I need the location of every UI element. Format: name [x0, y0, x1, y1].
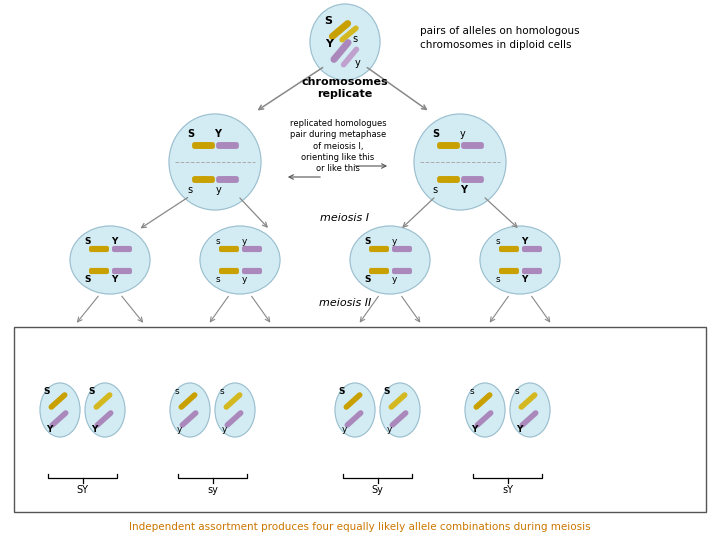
Text: meiosis I: meiosis I	[320, 213, 369, 223]
Ellipse shape	[200, 226, 280, 294]
Text: Y: Y	[111, 237, 117, 246]
Text: Y: Y	[471, 426, 477, 435]
Ellipse shape	[380, 383, 420, 437]
Text: Y: Y	[91, 426, 97, 435]
Text: S: S	[324, 16, 332, 26]
Text: y: y	[176, 426, 181, 435]
Ellipse shape	[465, 383, 505, 437]
Ellipse shape	[70, 226, 150, 294]
Ellipse shape	[310, 4, 380, 80]
Text: Y: Y	[111, 274, 117, 284]
Text: y: y	[391, 237, 397, 246]
Text: S: S	[85, 274, 91, 284]
Text: s: s	[220, 387, 225, 395]
Text: s: s	[175, 387, 179, 395]
Text: S: S	[85, 237, 91, 246]
Text: y: y	[341, 426, 347, 435]
Text: y: y	[241, 274, 247, 284]
Text: S: S	[187, 129, 194, 139]
Text: S: S	[384, 387, 390, 395]
Text: S: S	[433, 129, 440, 139]
Text: s: s	[495, 237, 500, 246]
Text: sy: sy	[207, 485, 218, 495]
Text: y: y	[391, 274, 397, 284]
Ellipse shape	[350, 226, 430, 294]
Text: replicated homologues
pair during metaphase
of meiosis I,
orienting like this
or: replicated homologues pair during metaph…	[289, 119, 387, 173]
Text: s: s	[352, 34, 358, 44]
Ellipse shape	[170, 383, 210, 437]
Ellipse shape	[85, 383, 125, 437]
Text: s: s	[187, 185, 192, 195]
Text: Sy: Sy	[372, 485, 384, 495]
Text: s: s	[216, 237, 220, 246]
Text: y: y	[241, 237, 247, 246]
Ellipse shape	[169, 114, 261, 210]
Text: Y: Y	[215, 129, 222, 139]
Text: Y: Y	[46, 426, 52, 435]
Text: meiosis II: meiosis II	[319, 298, 371, 308]
Text: s: s	[216, 274, 220, 284]
Text: Y: Y	[521, 274, 527, 284]
Ellipse shape	[335, 383, 375, 437]
Text: Y: Y	[521, 237, 527, 246]
Text: chromosomes
replicate: chromosomes replicate	[302, 77, 388, 99]
Ellipse shape	[40, 383, 80, 437]
Ellipse shape	[480, 226, 560, 294]
Text: SY: SY	[76, 485, 89, 495]
Ellipse shape	[215, 383, 255, 437]
Text: s: s	[469, 387, 474, 395]
Text: Independent assortment produces four equally likely allele combinations during m: Independent assortment produces four equ…	[129, 522, 591, 532]
Text: S: S	[365, 274, 372, 284]
Text: y: y	[355, 58, 361, 68]
Text: s: s	[433, 185, 438, 195]
Text: Y: Y	[461, 185, 467, 195]
Text: y: y	[387, 426, 392, 435]
Text: S: S	[89, 387, 95, 395]
Ellipse shape	[510, 383, 550, 437]
Text: s: s	[515, 387, 519, 395]
Text: S: S	[365, 237, 372, 246]
Text: Y: Y	[325, 39, 333, 49]
Text: y: y	[460, 129, 466, 139]
Text: sY: sY	[502, 485, 513, 495]
Text: y: y	[221, 426, 227, 435]
Text: S: S	[338, 387, 346, 395]
Text: y: y	[216, 185, 222, 195]
Ellipse shape	[414, 114, 506, 210]
Bar	[14, 327, 706, 512]
Text: s: s	[495, 274, 500, 284]
Text: Y: Y	[516, 426, 522, 435]
Text: pairs of alleles on homologous
chromosomes in diploid cells: pairs of alleles on homologous chromosom…	[420, 26, 580, 50]
Text: S: S	[44, 387, 50, 395]
